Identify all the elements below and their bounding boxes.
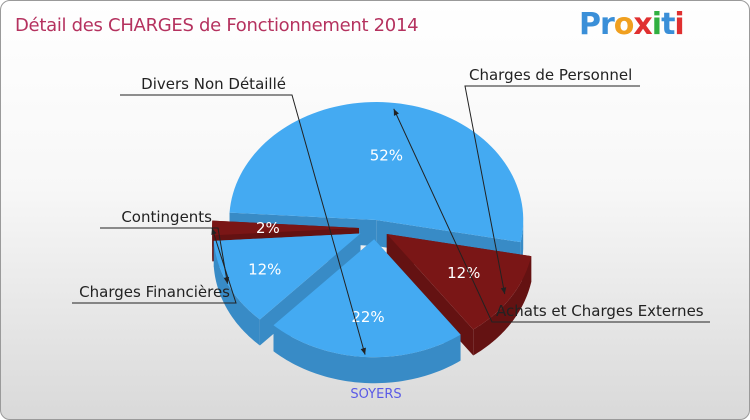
chart-title: Détail des CHARGES de Fonctionnement 201… xyxy=(15,15,419,36)
slice-callout: Charges Financières xyxy=(72,227,237,304)
slice-name-label: Divers Non Détaillé xyxy=(141,75,286,93)
pie-slice xyxy=(386,234,532,330)
slice-name-label: Charges Financières xyxy=(79,283,230,301)
slice-percent-label: 12% xyxy=(447,264,480,282)
slice-callout: Divers Non Détaillé xyxy=(120,75,366,355)
slice-callout: Achats et Charges Externes xyxy=(393,108,710,323)
logo-letter: t xyxy=(661,7,675,42)
slice-name-label: Charges de Personnel xyxy=(469,66,632,84)
slice-percent-label: 52% xyxy=(370,147,403,165)
proxiti-logo: Proxiti xyxy=(579,7,685,42)
logo-letter: o xyxy=(613,7,635,42)
pie-slice xyxy=(229,102,524,243)
logo-letter: P xyxy=(579,7,601,42)
logo-letter: r xyxy=(600,7,615,42)
slice-percent-label: 2% xyxy=(256,219,280,237)
pie-slice xyxy=(213,233,361,320)
slice-name-label: Contingents xyxy=(121,208,212,226)
pie-slice xyxy=(212,220,359,236)
commune-name: SOYERS xyxy=(350,387,402,402)
slice-callout: Charges de Personnel xyxy=(464,66,640,295)
slice-percent-label: 22% xyxy=(351,308,384,326)
slice-name-label: Achats et Charges Externes xyxy=(496,302,704,320)
logo-letter: i xyxy=(651,7,662,42)
logo-letter: i xyxy=(674,7,684,42)
pie-slice xyxy=(273,239,461,358)
slice-percent-label: 12% xyxy=(248,261,281,279)
logo-letter: x xyxy=(633,7,652,42)
slice-callout: Contingents xyxy=(100,208,230,284)
